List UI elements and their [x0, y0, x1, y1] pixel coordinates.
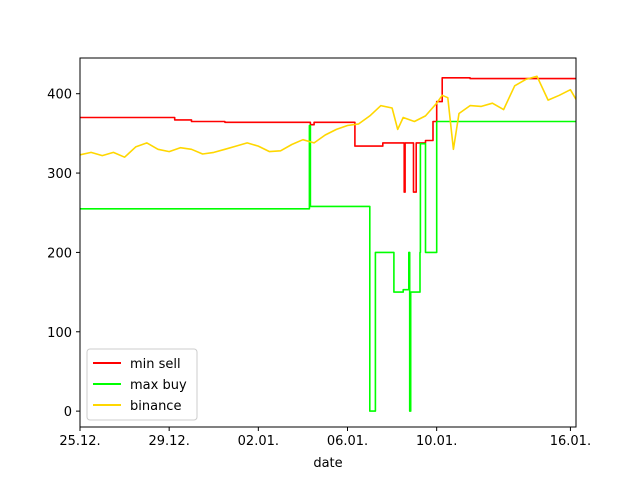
ticks-layer: 25.12. 29.12. 02.01. 06.01. 10.01. 16.01. 0 100… — [47, 88, 591, 449]
y-tick-label: 300 — [47, 167, 72, 182]
x-tick-label: 25.12. — [59, 434, 100, 449]
y-tick-label: 200 — [47, 246, 72, 261]
series-line-binance — [80, 75, 576, 158]
y-tick-label: 100 — [47, 326, 72, 341]
x-tick-label: 10.01. — [416, 434, 457, 449]
x-tick-label: 16.01. — [550, 434, 591, 449]
y-tick-label: 400 — [47, 88, 72, 103]
x-tick-label: 29.12. — [148, 434, 189, 449]
legend-label-max-buy: max buy — [130, 378, 187, 393]
series-line-min-sell — [80, 77, 576, 193]
legend: min sell max buy binance — [86, 348, 198, 421]
x-tick-label: 06.01. — [327, 434, 368, 449]
y-tick-label: 0 — [64, 405, 72, 420]
series-layer — [80, 75, 576, 412]
plot-frame — [79, 57, 577, 428]
x-tick-label: 02.01. — [238, 434, 279, 449]
legend-label-min-sell: min sell — [130, 357, 181, 372]
legend-label-binance: binance — [130, 399, 181, 414]
series-line-max-buy — [80, 120, 576, 412]
x-axis-title: date — [313, 456, 342, 471]
legend-box — [86, 348, 198, 421]
